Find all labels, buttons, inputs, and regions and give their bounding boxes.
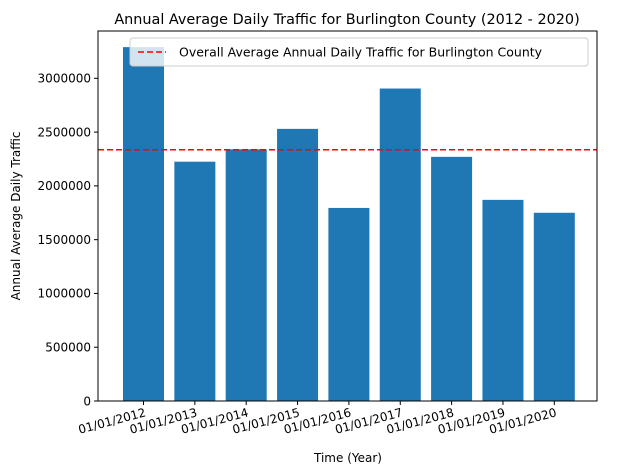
x-axis: 01/01/201201/01/201301/01/201401/01/2015… — [77, 401, 558, 437]
y-tick-label: 500000 — [45, 341, 91, 355]
chart-title: Annual Average Daily Traffic for Burling… — [114, 12, 579, 28]
bar-3 — [277, 128, 319, 401]
bar-0 — [123, 47, 164, 401]
legend-box — [129, 37, 589, 67]
bar-7 — [482, 199, 524, 401]
legend: Overall Average Annual Daily Traffic for… — [129, 37, 589, 67]
legend-label-reference-line: Overall Average Annual Daily Traffic for… — [179, 45, 543, 60]
bar-1 — [174, 161, 216, 401]
bar-series — [123, 47, 575, 401]
y-axis-title: Annual Average Daily Traffic — [9, 132, 23, 301]
x-axis-title: Time (Year) — [313, 451, 382, 465]
y-axis: 0 500000 1000000 1500000 2000000 2500000 30000… — [38, 72, 98, 408]
y-tick-label: 0 — [83, 394, 91, 408]
bar-6 — [431, 156, 473, 401]
y-tick-label: 1000000 — [38, 287, 91, 301]
y-tick-label: 1500000 — [38, 233, 91, 247]
plot-frame — [97, 30, 598, 402]
y-tick-label: 2000000 — [38, 179, 91, 193]
y-tick-label: 2500000 — [38, 125, 91, 139]
bar-5 — [379, 88, 421, 401]
bar-2 — [225, 149, 267, 401]
y-tick-label: 3000000 — [38, 72, 91, 86]
bar-4 — [328, 207, 370, 401]
bar-8 — [533, 212, 575, 401]
